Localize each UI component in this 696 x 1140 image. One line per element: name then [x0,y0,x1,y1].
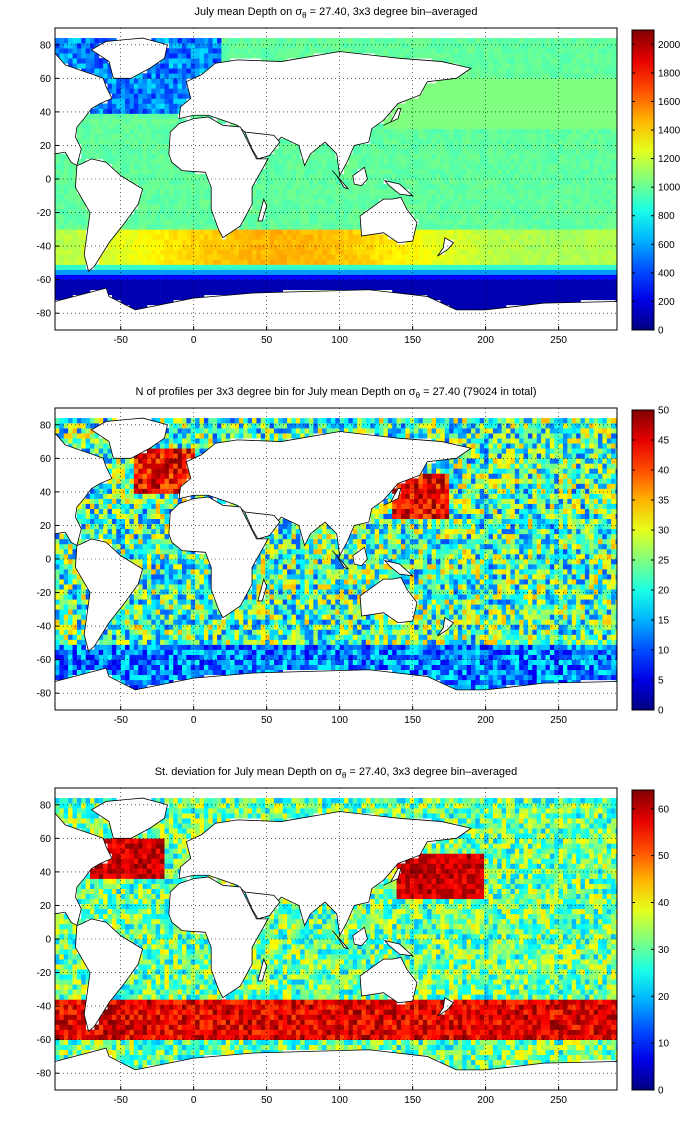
colorbar-tick-label: 600 [658,240,675,251]
x-tick-label: 100 [331,1095,348,1106]
colorbar-tick-label: 5 [658,676,664,687]
colorbar-tick-label: 45 [658,436,670,447]
colorbar-tick-label: 35 [658,496,670,507]
colorbar-tick-label: 40 [658,898,670,909]
y-tick-label: 0 [45,175,51,186]
coastlines [55,417,617,710]
x-tick-label: 50 [261,335,273,346]
colorbar-tick-label: 15 [658,616,670,627]
x-tick-label: 250 [550,715,567,726]
x-tick-label: -50 [113,1095,128,1106]
colorbar-tick-label: 0 [658,706,664,717]
y-tick-label: 80 [40,800,52,811]
x-tick-label: 100 [331,335,348,346]
y-tick-label: 40 [40,487,52,498]
x-tick-label: 50 [261,715,273,726]
colorbar-tick-label: 10 [658,1039,670,1050]
y-tick-label: -80 [37,1069,52,1080]
data-cells [55,38,617,311]
x-tick-label: 50 [261,1095,273,1106]
y-tick-label: 40 [40,867,52,878]
y-tick-label: -80 [37,309,52,320]
gridlines [55,28,617,330]
colorbar-tick-label: 50 [658,406,670,417]
colorbar-tick-label: 400 [658,268,675,279]
data-cells [55,418,617,691]
coastlines [55,797,617,1090]
x-tick-label: 0 [191,335,197,346]
x-tick-label: -50 [113,335,128,346]
panel-mean-depth: July mean Depth on σθ = 27.40, 3x3 degre… [0,0,696,380]
profile-count-map: -50 0 50 100 150 200 250806040200-20-40-60-805… [37,406,670,727]
colorbar-tick-label: 1800 [658,68,681,79]
y-tick-label: -60 [37,1035,52,1046]
y-tick-label: 0 [45,935,51,946]
colorbar [631,29,655,331]
y-tick-label: -20 [37,588,52,599]
x-tick-label: 250 [550,1095,567,1106]
x-tick-label: 250 [550,335,567,346]
colorbar-tick-label: 50 [658,851,670,862]
y-tick-label: 20 [40,901,52,912]
y-tick-label: -80 [37,689,52,700]
y-tick-label: 60 [40,454,52,465]
x-tick-label: 150 [404,715,421,726]
y-tick-label: 80 [40,40,52,51]
colorbar [631,409,655,711]
colorbar-tick-label: 2000 [658,40,681,51]
colorbar-tick-label: 20 [658,586,670,597]
colorbar-tick-label: 1000 [658,183,681,194]
y-tick-label: -40 [37,622,52,633]
colorbar-tick-label: 10 [658,646,670,657]
panel-title: N of profiles per 3x3 degree bin for Jul… [135,386,537,401]
y-tick-label: 20 [40,141,52,152]
colorbar [631,789,655,1091]
y-tick-label: 0 [45,555,51,566]
gridlines [55,408,617,710]
colorbar-tick-label: 1400 [658,126,681,137]
x-tick-label: -50 [113,715,128,726]
gridlines [55,788,617,1090]
x-tick-label: 100 [331,715,348,726]
colorbar-tick-label: 25 [658,556,670,567]
std-deviation-map: -50 0 50 100 150 200 250806040200-20-40-60-806… [37,787,670,1106]
x-tick-label: 200 [477,715,494,726]
x-tick-label: 200 [477,335,494,346]
y-tick-label: -20 [37,208,52,219]
colorbar-tick-label: 200 [658,297,675,308]
data-cells [55,798,617,1071]
coastlines [55,37,617,330]
y-tick-label: -40 [37,1002,52,1013]
y-tick-label: 60 [40,74,52,85]
colorbar-tick-label: 0 [658,1086,664,1097]
panel-title: St. deviation for July mean Depth on σθ … [154,766,518,781]
panel-std-deviation: St. deviation for July mean Depth on σθ … [0,760,696,1140]
x-tick-label: 150 [404,335,421,346]
panel-profile-count: N of profiles per 3x3 degree bin for Jul… [0,380,696,760]
colorbar-tick-label: 40 [658,466,670,477]
panel-title: July mean Depth on σθ = 27.40, 3x3 degre… [194,6,478,21]
y-tick-label: 80 [40,420,52,431]
colorbar-tick-label: 1200 [658,154,681,165]
y-tick-label: 20 [40,521,52,532]
colorbar-tick-label: 60 [658,804,670,815]
x-tick-label: 150 [404,1095,421,1106]
colorbar-tick-label: 30 [658,945,670,956]
x-tick-label: 0 [191,1095,197,1106]
colorbar-tick-label: 20 [658,992,670,1003]
colorbar-tick-label: 1600 [658,97,681,108]
y-tick-label: 40 [40,107,52,118]
mean-depth-map: -50 0 50 100 150 200 250806040200-20-40-60-802… [37,27,681,346]
colorbar-tick-label: 800 [658,211,675,222]
x-tick-label: 0 [191,715,197,726]
y-tick-label: -20 [37,968,52,979]
y-tick-label: -60 [37,275,52,286]
y-tick-label: -60 [37,655,52,666]
colorbar-tick-label: 30 [658,526,670,537]
colorbar-tick-label: 0 [658,326,664,337]
y-tick-label: 60 [40,834,52,845]
y-tick-label: -40 [37,242,52,253]
x-tick-label: 200 [477,1095,494,1106]
